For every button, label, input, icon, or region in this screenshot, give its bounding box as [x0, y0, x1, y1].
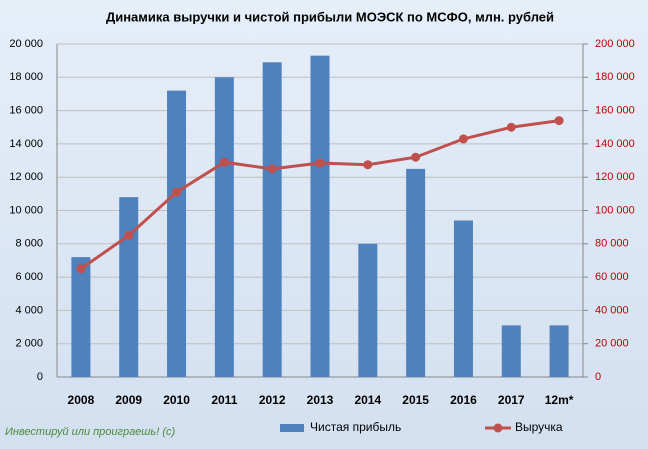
bar — [310, 55, 330, 377]
bar — [214, 77, 234, 378]
y-tick-label: 16 000 — [9, 105, 43, 117]
x-tick-label: 2015 — [402, 393, 429, 407]
x-tick-label: 2009 — [115, 393, 142, 407]
x-tick-label: 2012 — [259, 393, 286, 407]
y-tick-label: 12 000 — [9, 171, 43, 183]
legend-label: Выручка — [515, 420, 563, 434]
bar — [453, 220, 473, 377]
y2-tick-label: 20 000 — [595, 338, 629, 350]
y2-tick-label: 140 000 — [595, 138, 635, 150]
x-tick-label: 12m* — [545, 393, 574, 407]
legend-swatch — [493, 423, 503, 433]
y-tick-label: 6 000 — [15, 271, 43, 283]
y-tick-label: 4 000 — [15, 304, 43, 316]
bar — [119, 197, 139, 377]
x-tick-label: 2008 — [68, 393, 95, 407]
line-marker — [124, 230, 134, 240]
y-tick-label: 2 000 — [15, 338, 43, 350]
y-tick-label: 10 000 — [9, 204, 43, 216]
x-tick-label: 2017 — [498, 393, 525, 407]
annotation: Инвестируй или проиграешь! (с) — [5, 426, 175, 438]
legend-swatch — [280, 424, 304, 432]
line-marker — [411, 152, 421, 162]
y-tick-label: 20 000 — [9, 38, 43, 50]
y2-tick-label: 120 000 — [595, 171, 635, 183]
x-tick-label: 2014 — [354, 393, 381, 407]
y2-tick-label: 60 000 — [595, 271, 629, 283]
y2-tick-label: 40 000 — [595, 304, 629, 316]
y-tick-label: 8 000 — [15, 238, 43, 250]
line-marker — [76, 264, 86, 274]
y2-tick-label: 0 — [595, 371, 601, 383]
bar — [549, 325, 569, 377]
x-tick-label: 2013 — [307, 393, 334, 407]
line-marker — [506, 122, 516, 132]
bar — [71, 257, 91, 377]
y2-tick-label: 200 000 — [595, 38, 635, 50]
line-marker — [458, 134, 468, 144]
x-tick-label: 2010 — [163, 393, 190, 407]
y2-tick-label: 80 000 — [595, 238, 629, 250]
chart-title: Динамика выручки и чистой прибыли МОЭСК … — [106, 9, 554, 24]
bar — [262, 62, 282, 377]
legend-label: Чистая прибыль — [310, 420, 401, 434]
y-tick-label: 18 000 — [9, 71, 43, 83]
bar — [358, 243, 378, 377]
y-tick-label: 14 000 — [9, 138, 43, 150]
line-marker — [267, 164, 277, 174]
x-tick-label: 2016 — [450, 393, 477, 407]
line-marker — [363, 160, 373, 170]
y-tick-label: 0 — [37, 371, 43, 383]
y2-tick-label: 180 000 — [595, 71, 635, 83]
bar — [406, 168, 426, 377]
line-marker — [315, 158, 325, 168]
bar — [501, 325, 521, 377]
bar — [167, 90, 187, 378]
y2-tick-label: 160 000 — [595, 105, 635, 117]
line-marker — [219, 157, 229, 167]
line-marker — [554, 116, 564, 126]
y2-tick-label: 100 000 — [595, 204, 635, 216]
line-marker — [172, 187, 182, 197]
x-tick-label: 2011 — [211, 393, 237, 407]
